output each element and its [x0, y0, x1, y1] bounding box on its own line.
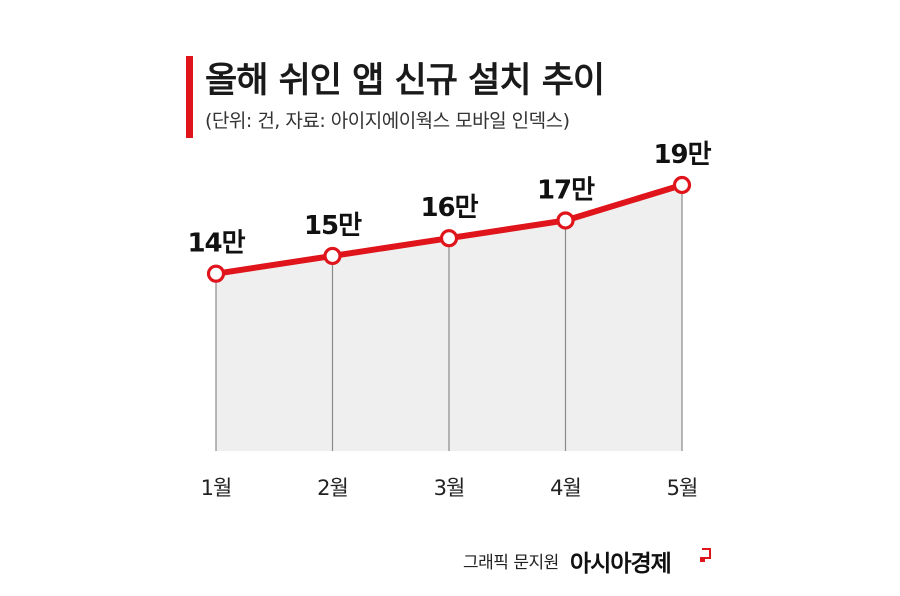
data-label: 16만: [420, 193, 478, 223]
chart-title: 올해 쉬인 앱 신규 설치 추이: [205, 61, 605, 101]
data-label: 17만: [537, 175, 595, 205]
data-label: 14만: [187, 229, 245, 259]
x-tick-label: 1월: [201, 476, 232, 500]
data-point: [206, 264, 226, 283]
data-point: [323, 246, 342, 266]
title-accent-bar: [186, 56, 193, 138]
data-point: [439, 229, 459, 248]
brand-logo-text: 아시아경제: [570, 551, 672, 577]
data-point: [672, 175, 692, 195]
chart-subtitle: (단위: 건, 자료: 아이지에이웍스 모바일 인덱스): [205, 110, 570, 132]
x-tick-label: 2월: [317, 476, 348, 500]
brand-mark-icon: [700, 548, 711, 562]
x-tick-label: 3월: [434, 476, 465, 500]
x-tick-label: 4월: [550, 476, 581, 500]
data-label: 19만: [653, 140, 711, 170]
data-label: 15만: [304, 211, 362, 241]
data-point: [556, 211, 575, 230]
x-tick-label: 5월: [667, 476, 698, 500]
graphic-credit: 그래픽 문지원: [463, 553, 559, 573]
